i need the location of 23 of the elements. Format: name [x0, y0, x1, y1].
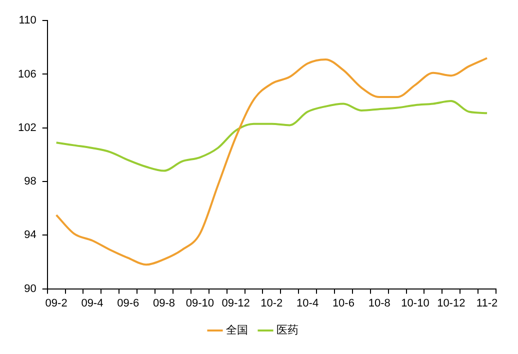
x-tick-label: 10-10: [401, 297, 430, 310]
line-series: [55, 57, 488, 266]
y-tick-label: 98: [24, 176, 36, 188]
x-tick-label: 09-8: [152, 297, 176, 310]
y-tick-label: 106: [18, 68, 36, 80]
x-tick-label: 09-2: [45, 297, 68, 310]
x-tick-label: 09-12: [222, 297, 250, 310]
x-tick-label: 10-6: [332, 297, 354, 310]
line-series: [55, 100, 488, 172]
x-tick-label: 09-4: [81, 297, 104, 310]
x-tick-label: 10-12: [437, 297, 466, 310]
y-tick-label: 110: [18, 14, 36, 27]
x-tick-label: 10-2: [260, 297, 283, 310]
x-tick-label: 10-8: [368, 297, 390, 310]
x-tick-label: 09-10: [186, 297, 214, 310]
legend-label: 医药: [276, 324, 298, 337]
y-tick-label: 94: [24, 229, 36, 242]
legend-label: 全国: [226, 324, 248, 337]
x-tick-label: 11-2: [476, 297, 498, 310]
x-tick-label: 09-6: [117, 297, 140, 310]
y-tick-label: 90: [24, 282, 36, 295]
x-tick-label: 10-4: [296, 297, 319, 310]
y-tick-label: 102: [18, 122, 36, 134]
